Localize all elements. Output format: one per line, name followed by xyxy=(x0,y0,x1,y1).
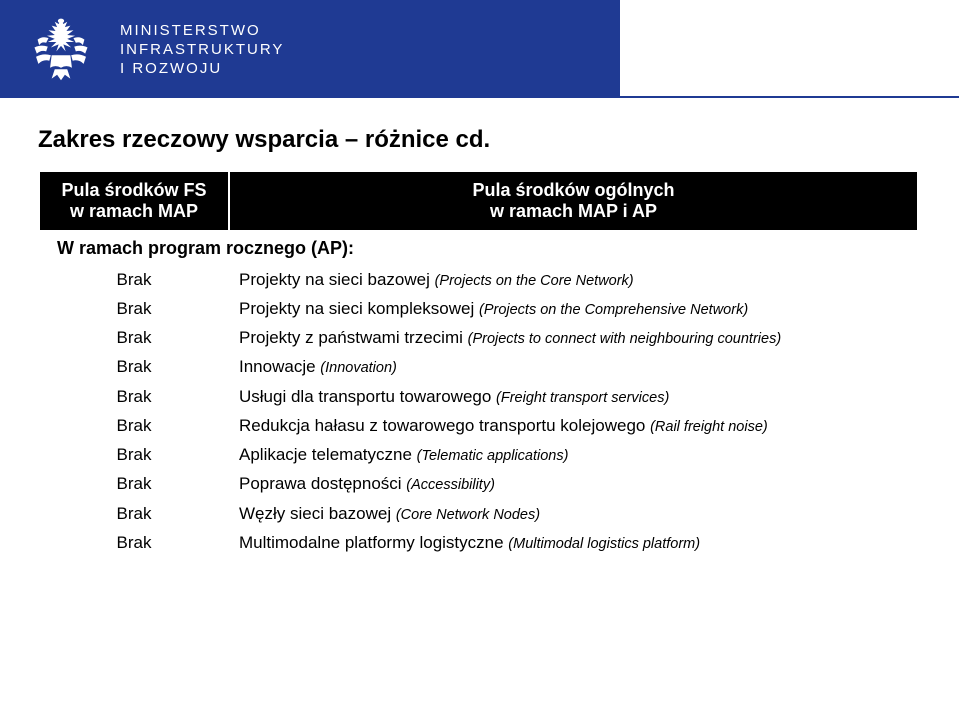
cell-left: Brak xyxy=(39,382,229,411)
cell-right-italic: (Projects on the Comprehensive Network) xyxy=(479,302,748,318)
cell-left: Brak xyxy=(39,440,229,469)
cell-right-italic: (Rail freight noise) xyxy=(650,419,768,435)
table-body: W ramach program rocznego (AP): BrakProj… xyxy=(39,231,918,557)
table-row: BrakAplikacje telematyczne (Telematic ap… xyxy=(39,440,918,469)
th-left: Pula środków FS w ramach MAP xyxy=(39,171,229,231)
cell-right-italic: (Projects to connect with neighbouring c… xyxy=(468,331,782,347)
cell-left: Brak xyxy=(39,499,229,528)
cell-right-italic: (Projects on the Core Network) xyxy=(435,273,634,289)
table-header-row: Pula środków FS w ramach MAP Pula środkó… xyxy=(39,171,918,231)
table-row: BrakInnowacje (Innovation) xyxy=(39,352,918,381)
th-left-l2: w ramach MAP xyxy=(70,201,198,221)
cell-right-main: Redukcja hałasu z towarowego transportu … xyxy=(239,416,650,435)
table-row: BrakPoprawa dostępności (Accessibility) xyxy=(39,469,918,498)
page-title: Zakres rzeczowy wsparcia – różnice cd. xyxy=(38,126,959,154)
table-row: BrakProjekty z państwami trzecimi (Proje… xyxy=(39,323,918,352)
th-right-l1: Pula środków ogólnych xyxy=(472,180,674,200)
cell-left: Brak xyxy=(39,469,229,498)
cell-right-main: Projekty z państwami trzecimi xyxy=(239,328,468,347)
table-subheader: W ramach program rocznego (AP): xyxy=(39,231,918,265)
cell-left: Brak xyxy=(39,294,229,323)
th-right-l2: w ramach MAP i AP xyxy=(490,201,657,221)
cell-left: Brak xyxy=(39,323,229,352)
cell-right-italic: (Innovation) xyxy=(320,360,397,376)
cell-right: Redukcja hałasu z towarowego transportu … xyxy=(229,411,918,440)
cell-right-italic: (Accessibility) xyxy=(406,477,495,493)
ministry-line-2b: I ROZWOJU xyxy=(120,60,284,77)
cell-right-main: Projekty na sieci kompleksowej xyxy=(239,299,479,318)
table-row: BrakWęzły sieci bazowej (Core Network No… xyxy=(39,499,918,528)
cell-left: Brak xyxy=(39,352,229,381)
table-subheader-row: W ramach program rocznego (AP): xyxy=(39,231,918,265)
cell-right: Usługi dla transportu towarowego (Freigh… xyxy=(229,382,918,411)
table-row: BrakProjekty na sieci kompleksowej (Proj… xyxy=(39,294,918,323)
ministry-line-1: MINISTERSTWO xyxy=(120,22,284,39)
cell-right: Projekty na sieci kompleksowej (Projects… xyxy=(229,294,918,323)
cell-right: Aplikacje telematyczne (Telematic applic… xyxy=(229,440,918,469)
cell-right: Projekty z państwami trzecimi (Projects … xyxy=(229,323,918,352)
cell-right: Multimodalne platformy logistyczne (Mult… xyxy=(229,528,918,557)
cell-left: Brak xyxy=(39,411,229,440)
table-row: BrakMultimodalne platformy logistyczne (… xyxy=(39,528,918,557)
comparison-table: Pula środków FS w ramach MAP Pula środkó… xyxy=(38,170,919,557)
header-divider xyxy=(0,96,959,98)
ministry-line-2a: INFRASTRUKTURY xyxy=(120,41,284,58)
cell-right-italic: (Telematic applications) xyxy=(417,448,569,464)
cell-right-main: Usługi dla transportu towarowego xyxy=(239,387,496,406)
table-row: BrakUsługi dla transportu towarowego (Fr… xyxy=(39,382,918,411)
cell-right-main: Węzły sieci bazowej xyxy=(239,504,396,523)
cell-right-main: Projekty na sieci bazowej xyxy=(239,270,435,289)
ministry-name: MINISTERSTWO INFRASTRUKTURY I ROZWOJU xyxy=(120,22,284,77)
cell-right-main: Multimodalne platformy logistyczne xyxy=(239,533,508,552)
cell-right-main: Poprawa dostępności xyxy=(239,474,406,493)
page-header: MINISTERSTWO INFRASTRUKTURY I ROZWOJU xyxy=(0,0,959,98)
cell-right: Węzły sieci bazowej (Core Network Nodes) xyxy=(229,499,918,528)
cell-right-main: Innowacje xyxy=(239,357,320,376)
cell-left: Brak xyxy=(39,265,229,294)
cell-right-main: Aplikacje telematyczne xyxy=(239,445,417,464)
cell-right-italic: (Freight transport services) xyxy=(496,390,669,406)
table-row: Brak Redukcja hałasu z towarowego transpo… xyxy=(39,411,918,440)
comparison-table-wrap: Pula środków FS w ramach MAP Pula środkó… xyxy=(38,170,919,557)
table-row: BrakProjekty na sieci bazowej (Projects … xyxy=(39,265,918,294)
cell-left: Brak xyxy=(39,528,229,557)
cell-right-italic: (Core Network Nodes) xyxy=(396,507,540,523)
cell-right-italic: (Multimodal logistics platform) xyxy=(508,536,700,552)
cell-right: Poprawa dostępności (Accessibility) xyxy=(229,469,918,498)
polish-eagle-emblem xyxy=(22,10,100,88)
th-left-l1: Pula środków FS xyxy=(61,180,206,200)
cell-right: Innowacje (Innovation) xyxy=(229,352,918,381)
cell-right: Projekty na sieci bazowej (Projects on t… xyxy=(229,265,918,294)
th-right: Pula środków ogólnych w ramach MAP i AP xyxy=(229,171,918,231)
